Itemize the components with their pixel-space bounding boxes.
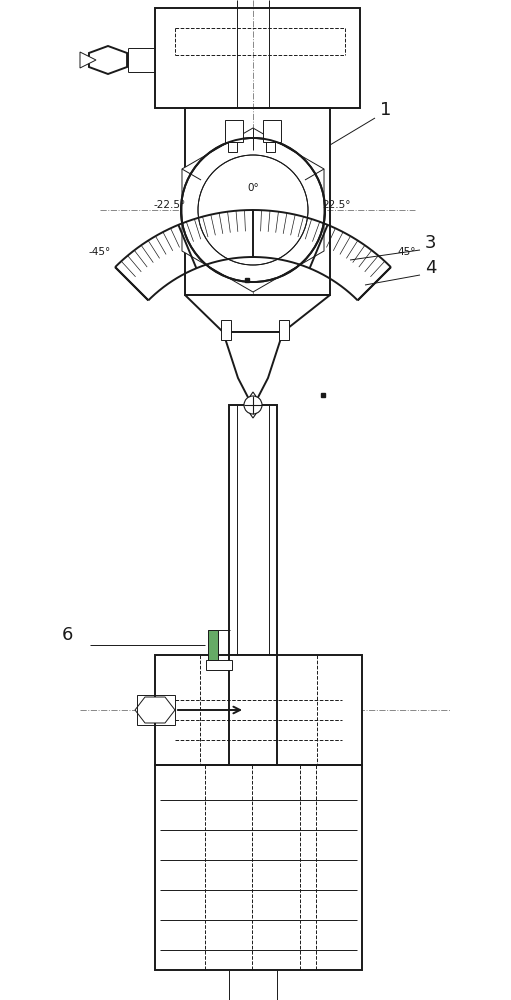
Bar xyxy=(208,630,218,660)
Bar xyxy=(155,765,362,970)
Polygon shape xyxy=(80,52,96,68)
Bar xyxy=(228,142,237,152)
Bar xyxy=(279,320,289,340)
Bar xyxy=(263,120,281,142)
Bar xyxy=(155,655,362,765)
Polygon shape xyxy=(223,332,283,407)
Text: 0°: 0° xyxy=(247,183,259,193)
Bar xyxy=(221,320,231,340)
Bar xyxy=(185,108,330,295)
Polygon shape xyxy=(89,46,127,74)
Bar xyxy=(155,8,360,108)
Text: 1: 1 xyxy=(380,101,391,119)
Polygon shape xyxy=(185,295,330,332)
Polygon shape xyxy=(135,697,175,723)
Bar xyxy=(137,695,175,725)
Bar xyxy=(206,660,232,670)
Text: 22.5°: 22.5° xyxy=(322,200,351,210)
Text: 4: 4 xyxy=(425,259,436,277)
Circle shape xyxy=(244,396,262,414)
Text: 45°: 45° xyxy=(397,247,415,257)
Text: -45°: -45° xyxy=(88,247,111,257)
Text: -22.5°: -22.5° xyxy=(154,200,186,210)
Bar xyxy=(266,142,275,152)
Text: 3: 3 xyxy=(425,234,436,252)
Bar xyxy=(225,120,243,142)
Bar xyxy=(229,405,277,655)
Text: 6: 6 xyxy=(62,626,74,644)
Polygon shape xyxy=(182,128,324,292)
